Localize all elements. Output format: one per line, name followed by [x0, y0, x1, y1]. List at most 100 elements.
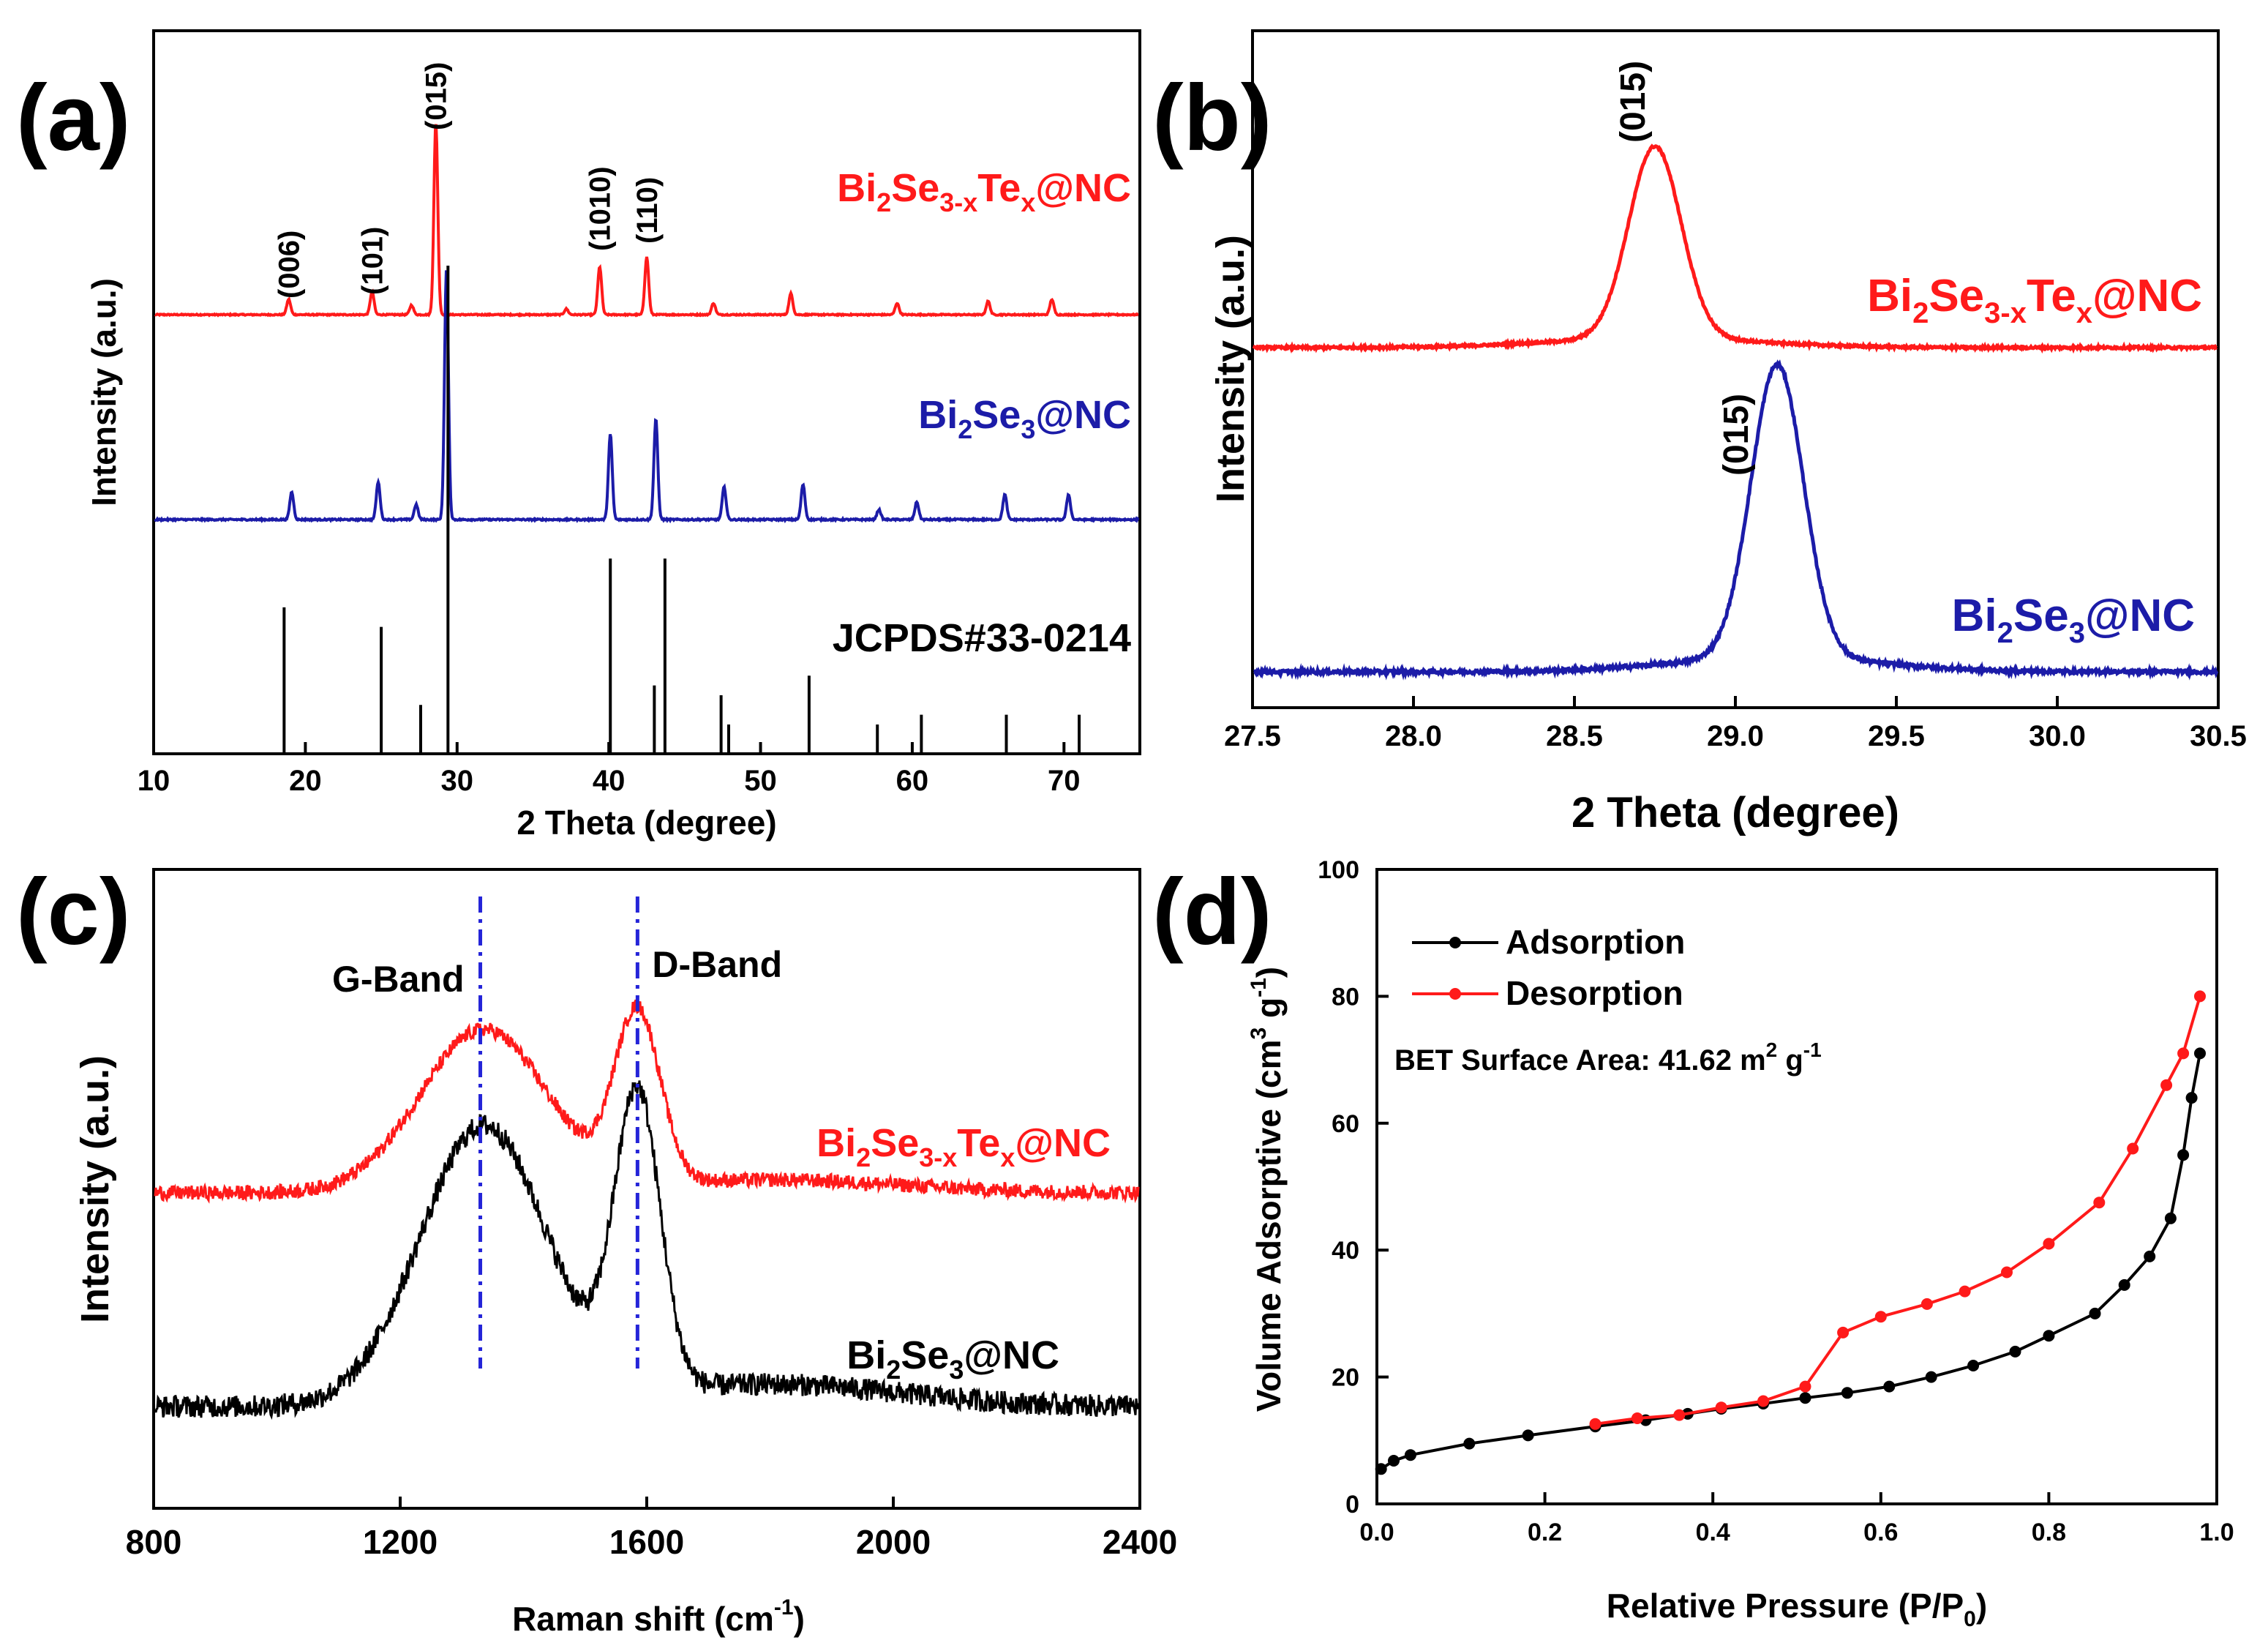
panel-letter-a: (a)	[16, 66, 130, 171]
d-ytick-label: 60	[1332, 1110, 1359, 1138]
d-xlabel-main: Relative Pressure (P/P	[1607, 1587, 1964, 1625]
d-series-desorption-point	[2160, 1079, 2173, 1091]
b-xtick-label: 27.5	[1224, 720, 1281, 752]
d-series-adsorption-point	[1522, 1429, 1534, 1442]
d-xtick-label: 0.0	[1359, 1519, 1394, 1546]
b-trace-bi2se3-xtex	[1252, 143, 2218, 354]
a-xtick-label: 30	[441, 765, 474, 797]
c-xlabel-unit: (cm	[714, 1600, 774, 1638]
bet-annotation-main: BET Surface Area: 41.62 m	[1394, 1044, 1766, 1077]
b-ylabel: Intensity (a.u.)	[1209, 235, 1253, 503]
d-series-desorption-point	[1874, 1311, 1887, 1323]
d-ytick-label: 20	[1332, 1364, 1359, 1392]
d-series-adsorption-point	[2144, 1250, 2156, 1262]
a-xtick-label: 10	[138, 765, 170, 797]
a-label-bi2se3-xtex: Bi2Se3-xTex@NC	[837, 166, 1131, 217]
b-trace-bi2se3	[1253, 359, 2219, 681]
d-series-adsorption-point	[2043, 1330, 2055, 1342]
d-series-desorption-point	[2177, 1047, 2190, 1060]
d-series-desorption-point	[1673, 1409, 1686, 1421]
frame-a	[152, 29, 1141, 755]
c-xlabel-close: )	[794, 1600, 805, 1638]
a-reference-label: JCPDS#33-0214	[833, 616, 1131, 660]
d-series-desorption-point	[1757, 1395, 1770, 1407]
d-xlabel-close: )	[1976, 1587, 1987, 1625]
d-series-desorption-point	[1589, 1418, 1602, 1430]
bet-annotation: BET Surface Area: 41.62 m2 g-1	[1394, 1038, 1822, 1077]
b-xtick-label: 29.5	[1868, 720, 1925, 752]
d-series-desorption-point	[1959, 1285, 1971, 1298]
panel-letter-c: (c)	[16, 860, 130, 965]
d-ylabel-main: Volume Adsorptive (cm	[1250, 1039, 1288, 1412]
d-xtick-label: 0.2	[1528, 1519, 1562, 1546]
d-xtick-label: 0.4	[1696, 1519, 1730, 1546]
a-peak-label: (006)	[274, 231, 306, 299]
frame-d	[1375, 868, 2218, 1505]
d-series-desorption-point	[1920, 1298, 1933, 1310]
b-xtick-label: 29.0	[1707, 720, 1764, 752]
d-series-desorption-point	[1799, 1380, 1811, 1393]
d-series-adsorption-point	[1925, 1371, 1937, 1383]
a-xtick-label: 50	[744, 765, 777, 797]
b-xlabel: 2 Theta (degree)	[1572, 789, 1899, 836]
d-series-adsorption-point	[2194, 1047, 2206, 1060]
d-series-adsorption-point	[1388, 1455, 1400, 1467]
d-series-adsorption-point	[1799, 1392, 1811, 1404]
d-ylabel-close: )	[1250, 967, 1288, 978]
b-peak-label: (015)	[1614, 61, 1653, 143]
a-trace-bi2se3-xtex	[154, 124, 1139, 318]
legend-label-adsorption: Adsorption	[1506, 923, 1685, 961]
d-xtick-label: 0.6	[1863, 1519, 1898, 1546]
c-xtick-label: 1600	[609, 1523, 684, 1561]
d-series-desorption-point	[1837, 1326, 1850, 1339]
legend-label-desorption: Desorption	[1506, 974, 1683, 1012]
c-xtick-label: 2400	[1103, 1523, 1177, 1561]
c-xlabel-main: Raman shift	[512, 1600, 705, 1638]
c-xtick-label: 2000	[856, 1523, 931, 1561]
a-xtick-label: 40	[593, 765, 626, 797]
d-xtick-label: 1.0	[2199, 1519, 2234, 1546]
a-xtick-label: 60	[896, 765, 929, 797]
panel-letter-d: (d)	[1152, 860, 1272, 965]
d-series-adsorption-point	[1375, 1463, 1387, 1475]
d-ylabel-exp: 3	[1247, 1027, 1271, 1040]
legend-marker-desorption	[1449, 988, 1461, 1000]
a-peak-label: (015)	[421, 62, 453, 130]
d-series-desorption-point	[2093, 1197, 2106, 1209]
c-xtick-label: 800	[126, 1523, 182, 1561]
d-series-adsorption-point	[2177, 1149, 2190, 1161]
b-label-bi2se3-xtex: Bi2Se3-xTex@NC	[1867, 271, 2202, 329]
a-xlabel: 2 Theta (degree)	[517, 804, 776, 842]
d-ylabel-exp2: -1	[1247, 978, 1271, 997]
d-series-desorption-point	[1631, 1412, 1643, 1424]
d-xtick-label: 0.8	[2032, 1519, 2066, 1546]
c-ylabel: Intensity (a.u.)	[73, 1055, 117, 1323]
c-band-label: G-Band	[332, 959, 465, 1000]
d-ylabel: Volume Adsorptive (cm3 g-1)	[1247, 967, 1288, 1412]
b-peak-label: (015)	[1717, 394, 1756, 476]
d-series-adsorption-point	[1967, 1360, 1980, 1371]
c-xtick-label: 1200	[363, 1523, 438, 1561]
bet-annotation-exp: 2	[1766, 1038, 1778, 1061]
b-xtick-label: 30.0	[2029, 720, 2086, 752]
d-series-adsorption-point	[2185, 1092, 2198, 1104]
c-label-bi2se3-xtex: Bi2Se3-xTex@NC	[816, 1121, 1111, 1172]
d-xlabel: Relative Pressure (P/P0)	[1607, 1587, 1987, 1631]
b-label-bi2se3: Bi2Se3@NC	[1952, 591, 2195, 649]
a-peak-label: (101)	[357, 227, 389, 295]
c-label-bi2se3: Bi2Se3@NC	[846, 1333, 1059, 1385]
c-xlabel-exp: -1	[774, 1595, 794, 1620]
a-xtick-label: 70	[1048, 765, 1081, 797]
a-peak-label: (1010)	[585, 166, 617, 251]
d-series-adsorption-point	[2089, 1307, 2101, 1319]
legend-marker-adsorption	[1449, 937, 1461, 948]
b-xtick-label: 28.0	[1385, 720, 1442, 752]
b-xtick-label: 30.5	[2190, 720, 2247, 752]
d-ytick-label: 40	[1332, 1237, 1359, 1265]
d-series-desorption-point	[2001, 1266, 2013, 1279]
frame-b	[1251, 29, 2220, 709]
d-series-adsorption-point	[1463, 1437, 1476, 1450]
d-series-adsorption-point	[2009, 1345, 2021, 1358]
b-xtick-label: 28.5	[1546, 720, 1603, 752]
